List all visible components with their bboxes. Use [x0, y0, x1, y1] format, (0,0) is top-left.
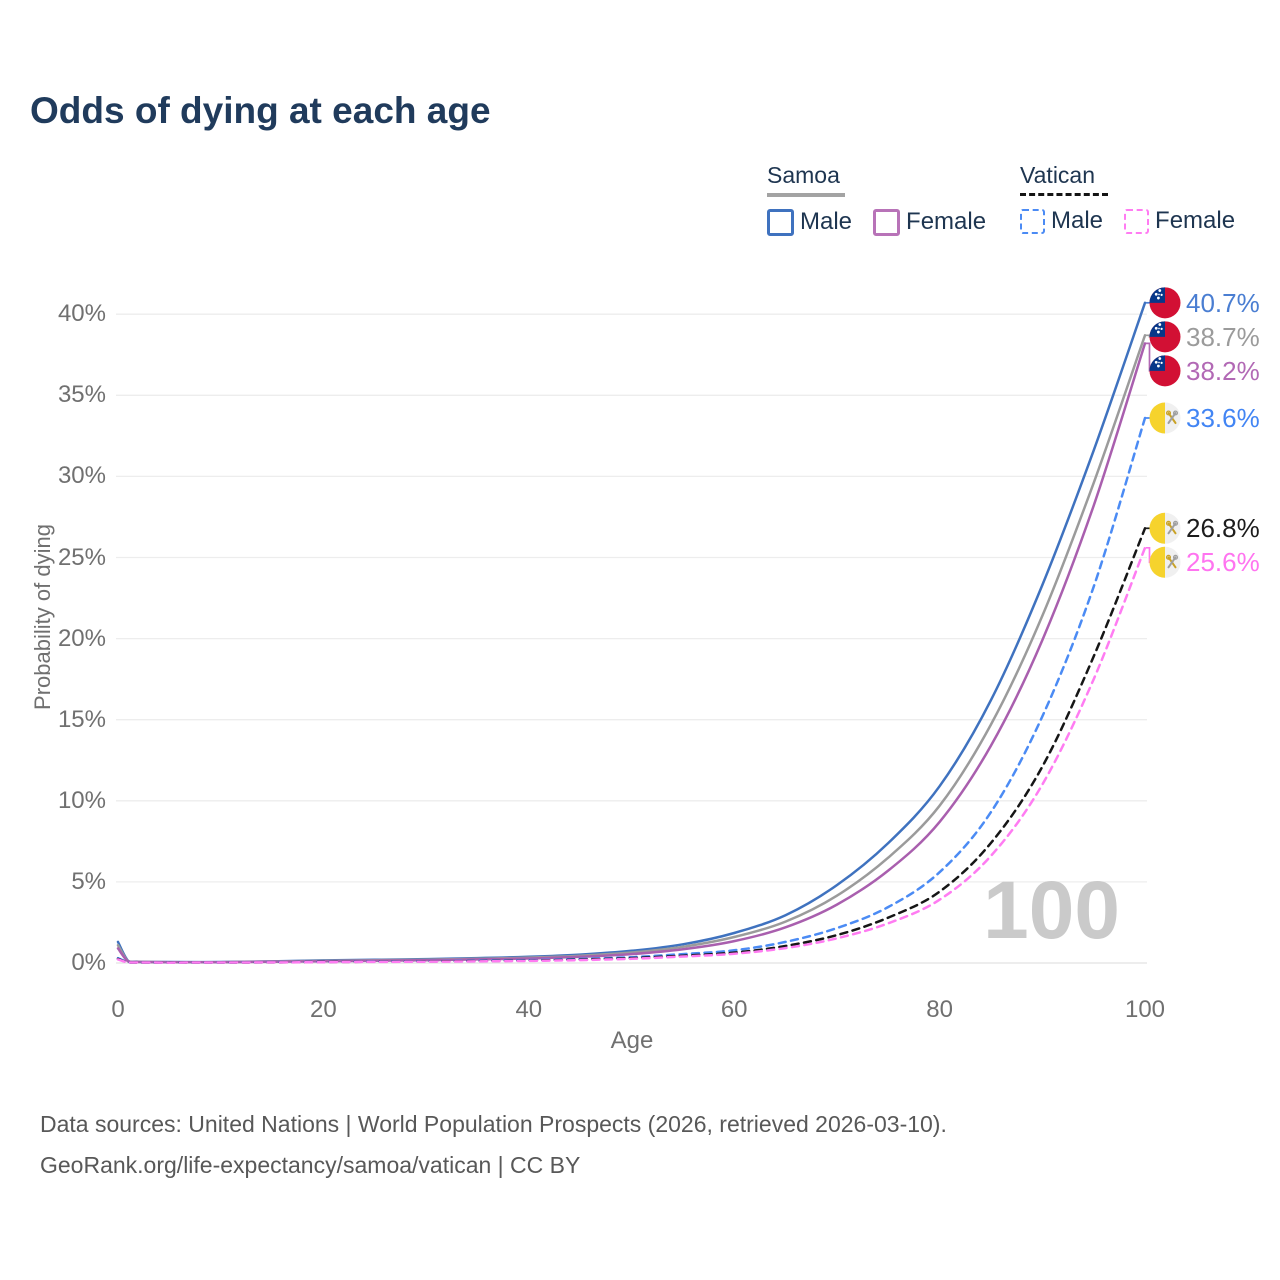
- legend-item-samoa-female[interactable]: Female: [873, 208, 986, 236]
- y-tick-label: 30%: [57, 462, 106, 490]
- y-tick-label: 25%: [57, 543, 106, 571]
- vatican-flag-icon: [1149, 402, 1181, 434]
- samoa-male-swatch-icon: [767, 208, 794, 236]
- footer-data-sources: Data sources: United Nations | World Pop…: [40, 1111, 947, 1137]
- samoa-female-swatch-icon: [873, 208, 901, 236]
- vatican-line-style-swatch: [1020, 193, 1108, 196]
- legend-item-samoa-male[interactable]: Male: [767, 208, 852, 236]
- end-label-samoa-female: 38.2%: [1186, 355, 1260, 386]
- samoa-flag-icon: [1149, 321, 1181, 353]
- y-axis-title: Probability of dying: [30, 524, 55, 710]
- x-axis-title: Age: [610, 1027, 654, 1054]
- x-tick-label: 100: [1124, 996, 1166, 1023]
- y-tick-label: 5%: [71, 867, 106, 895]
- legend-item-vatican-male[interactable]: Male: [1020, 207, 1103, 235]
- x-tick-label: 20: [310, 996, 337, 1023]
- x-tick-label: 80: [926, 996, 953, 1023]
- x-tick-label: 0: [111, 996, 125, 1023]
- samoa-line-style-swatch: [767, 193, 845, 197]
- y-tick-label: 35%: [57, 381, 106, 409]
- legend-group-samoa: Samoa Male Female: [767, 162, 1007, 236]
- legend-item-label: Male: [1051, 207, 1104, 234]
- label-leader-line: [1146, 334, 1153, 338]
- legend-item-vatican-female[interactable]: Female: [1124, 207, 1235, 235]
- samoa-flag-icon: [1149, 287, 1181, 319]
- legend: Samoa Male Female Vatican Male Female: [767, 162, 1267, 242]
- end-label-samoa-male: 40.7%: [1186, 287, 1260, 318]
- vatican-female-swatch-icon: [1124, 208, 1150, 234]
- footer: Data sources: United Nations | World Pop…: [40, 1104, 1240, 1186]
- legend-group-samoa-title: Samoa: [767, 162, 840, 188]
- y-tick-label: 15%: [57, 705, 106, 733]
- end-label-samoa-both-sexes: 38.7%: [1186, 321, 1260, 352]
- y-tick-label: 10%: [57, 786, 106, 814]
- x-tick-label: 40: [515, 996, 543, 1023]
- x-tick-label: 60: [720, 996, 748, 1023]
- label-leader-line: [1146, 342, 1153, 372]
- y-tick-label: 40%: [57, 300, 106, 328]
- vatican-flag-icon: [1149, 546, 1181, 578]
- end-label-vatican-female: 25.6%: [1186, 547, 1260, 578]
- legend-item-label: Female: [906, 208, 987, 235]
- samoa-flag-icon: [1149, 355, 1181, 387]
- legend-item-label: Female: [1155, 207, 1236, 234]
- end-label-vatican-male: 33.6%: [1186, 403, 1260, 433]
- page-title: Odds of dying at each age: [30, 90, 491, 131]
- watermark-100: 100: [983, 865, 1120, 956]
- legend-item-label: Male: [800, 208, 853, 235]
- end-label-vatican-both-sexes: 26.8%: [1186, 513, 1260, 544]
- label-leader-line: [1146, 546, 1153, 564]
- series-line-samoa-male: [116, 301, 1147, 964]
- y-tick-label: 0%: [71, 949, 106, 976]
- vatican-flag-icon: [1149, 512, 1181, 544]
- footer-attribution: GeoRank.org/life-expectancy/samoa/vatica…: [40, 1152, 581, 1178]
- legend-group-vatican-title: Vatican: [1020, 162, 1096, 188]
- vatican-male-swatch-icon: [1020, 208, 1045, 234]
- legend-group-vatican: Vatican Male Female: [1020, 162, 1256, 235]
- y-tick-label: 20%: [57, 624, 106, 652]
